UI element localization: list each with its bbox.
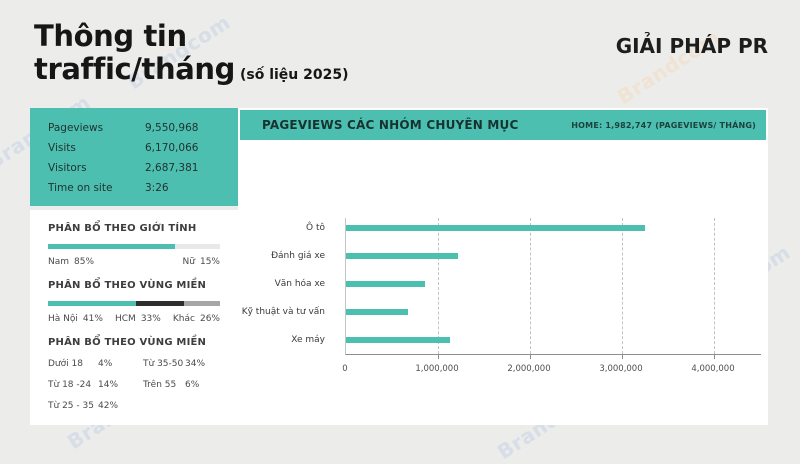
stat-label: Visitors — [48, 162, 87, 174]
gender-stacked-bar — [48, 244, 220, 249]
region-labels: Hà Nội 41% HCM 33% Khác 26% — [48, 314, 220, 324]
region-segment-hcm — [135, 301, 184, 306]
age-column-left: Dưới 18 4% Từ 18 -24 14% Từ 25 - 35 42% — [48, 359, 143, 422]
gender-section-heading: PHÂN BỔ THEO GIỚI TÍNH — [48, 223, 197, 234]
page-title-line2-text: traffic/tháng — [34, 52, 235, 87]
chart-header: PAGEVIEWS CÁC NHÓM CHUYÊN MỤC HOME: 1,98… — [240, 110, 766, 140]
age-row: Trên 55 6% — [143, 380, 220, 390]
age-section: PHÂN BỔ THEO VÙNG MIỀN Dưới 18 4% Từ 18 -… — [48, 337, 220, 422]
category-label: Văn hóa xe — [274, 279, 325, 289]
value: 26% — [199, 314, 220, 324]
label: Từ 35-50 — [143, 359, 184, 369]
x-tick-label: 1,000,000 — [415, 364, 459, 374]
value: 34% — [185, 359, 206, 369]
value: 14% — [98, 380, 119, 390]
gender-labels: Nam 85% Nữ 15% — [48, 257, 220, 267]
age-section-heading: PHÂN BỔ THEO VÙNG MIỀN — [48, 337, 207, 348]
age-table: Dưới 18 4% Từ 18 -24 14% Từ 25 - 35 42% Từ … — [48, 359, 220, 422]
value: 33% — [140, 314, 161, 324]
region-label-khac: Khác 26% — [173, 314, 220, 324]
x-tick-label: 3,000,000 — [599, 364, 643, 374]
axis-tick — [438, 354, 439, 359]
stat-row-visits: Visits 6,170,066 — [48, 142, 220, 154]
stat-value: 6,170,066 — [145, 142, 199, 154]
axis-tick — [622, 354, 623, 359]
value: 41% — [82, 314, 103, 324]
category-label: Xe máy — [291, 335, 325, 345]
value: 42% — [98, 401, 119, 411]
stat-row-visitors: Visitors 2,687,381 — [48, 162, 220, 174]
gender-segment-nam — [48, 244, 176, 249]
gender-section: PHÂN BỔ THEO GIỚI TÍNH Nam 85% Nữ 15% — [48, 223, 220, 267]
axis-tick — [714, 354, 715, 359]
stat-value: 2,687,381 — [145, 162, 199, 174]
stat-label: Time on site — [48, 182, 113, 194]
gridline-1m — [438, 218, 439, 354]
bar-danh-gia-xe — [346, 253, 458, 259]
gender-label-nu: Nữ 15% — [183, 257, 220, 267]
bar-xe-may — [346, 337, 450, 343]
chart-title: PAGEVIEWS CÁC NHÓM CHUYÊN MỤC — [262, 118, 519, 132]
region-segment-khac — [183, 301, 220, 306]
stat-value: 3:26 — [145, 182, 169, 194]
stat-row-pageviews: Pageviews 9,550,968 — [48, 122, 220, 134]
brand-label: GIẢI PHÁP PR — [615, 34, 768, 58]
region-section: PHÂN BỔ THEO VÙNG MIỀN Hà Nội 41% HCM 33% … — [48, 280, 220, 324]
gridline-3m — [622, 218, 623, 354]
gender-label-nam: Nam 85% — [48, 257, 94, 267]
chart-plot-area — [345, 218, 761, 359]
age-row: Từ 35-50 34% — [143, 359, 220, 369]
age-row: Từ 18 -24 14% — [48, 380, 143, 390]
gender-segment-nu — [175, 244, 220, 249]
value: 15% — [199, 257, 220, 267]
region-label-hcm: HCM 33% — [115, 314, 161, 324]
label: Nam — [48, 257, 70, 267]
x-tick-label: 0 — [342, 364, 348, 374]
label: HCM — [114, 314, 136, 324]
demographics-card: PHÂN BỔ THEO GIỚI TÍNH Nam 85% Nữ 15% PHÂN… — [30, 210, 238, 425]
x-tick-label: 2,000,000 — [507, 364, 551, 374]
bar-van-hoa-xe — [346, 281, 425, 287]
value: 4% — [98, 359, 113, 369]
chart-home-annotation: HOME: 1,982,747 (PAGEVIEWS/ THÁNG) — [571, 120, 756, 130]
page-title-line1: Thông tin — [34, 19, 187, 53]
bar-ky-thuat-va-tu-van — [346, 309, 408, 315]
label: Khác — [172, 314, 195, 324]
category-label: Kỹ thuật và tư vấn — [241, 307, 325, 317]
value: 85% — [74, 257, 95, 267]
x-tick-label: 4,000,000 — [691, 364, 735, 374]
bar-o-to — [346, 225, 645, 231]
gridline-2m — [530, 218, 531, 354]
region-section-heading: PHÂN BỔ THEO VÙNG MIỀN — [48, 280, 207, 291]
page-title-line2: traffic/tháng (số liệu 2025) — [34, 53, 349, 86]
category-label: Ô tô — [306, 223, 325, 233]
region-stacked-bar — [48, 301, 220, 306]
pageviews-chart-card: PAGEVIEWS CÁC NHÓM CHUYÊN MỤC HOME: 1,98… — [238, 108, 768, 425]
label: Từ 25 - 35 — [48, 401, 94, 411]
page-title: Thông tin traffic/tháng (số liệu 2025) — [34, 19, 349, 86]
page-title-suffix: (số liệu 2025) — [239, 67, 349, 84]
slide: { "colors": { "accent": "#4CBFB1", "dark… — [0, 9, 795, 464]
region-segment-hanoi — [48, 301, 136, 306]
age-row: Từ 25 - 35 42% — [48, 401, 143, 411]
label: Hà Nội — [48, 314, 78, 324]
age-row: Dưới 18 4% — [48, 359, 143, 369]
category-label: Đánh giá xe — [271, 251, 325, 261]
stat-label: Pageviews — [48, 122, 104, 134]
age-column-right: Từ 35-50 34% Trên 55 6% — [143, 359, 220, 422]
label: Từ 18 -24 — [48, 380, 92, 390]
stat-row-time-on-site: Time on site 3:26 — [48, 182, 220, 194]
label: Nữ — [182, 257, 195, 267]
label: Trên 55 — [143, 380, 177, 390]
stats-box: Pageviews 9,550,968 Visits 6,170,066 Vis… — [30, 108, 238, 206]
axis-tick — [530, 354, 531, 359]
gridline-4m — [714, 218, 715, 354]
stat-label: Visits — [48, 142, 76, 154]
value: 6% — [185, 380, 200, 390]
region-label-hanoi: Hà Nội 41% — [48, 314, 103, 324]
label: Dưới 18 — [48, 359, 83, 369]
stat-value: 9,550,968 — [145, 122, 199, 134]
